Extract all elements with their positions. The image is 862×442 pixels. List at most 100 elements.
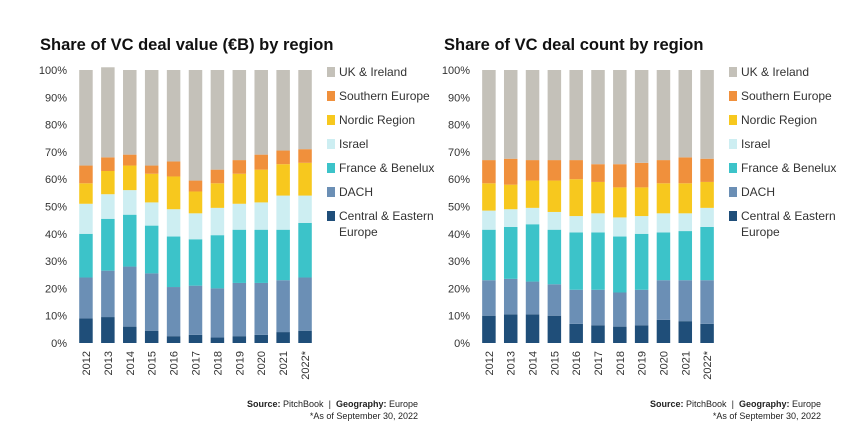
legend-swatch [327, 211, 335, 221]
bar-segment-nordic-region [634, 187, 649, 217]
bar-segment-uk-and-ireland [166, 70, 181, 162]
bar-segment-uk-and-ireland [547, 70, 562, 161]
bar-segment-uk-and-ireland [210, 70, 225, 170]
bar-segment-central-and-eastern-europe [613, 326, 627, 343]
legend-label: France & Benelux [741, 161, 837, 175]
legend-swatch [327, 187, 335, 197]
legend-label: Central & Eastern Europe [339, 209, 434, 239]
bar-segment-southern-europe [591, 164, 605, 182]
bar-segment-nordic-region [123, 165, 137, 191]
bar-segment-france-and-benelux [232, 229, 247, 283]
bar-segment-france-and-benelux [210, 235, 225, 289]
bar-segment-dach [700, 280, 714, 324]
bar-segment-uk-and-ireland [254, 70, 268, 155]
bar-segment-dach [144, 273, 159, 331]
x-tick-label: 2013 [506, 351, 518, 375]
bar-segment-central-and-eastern-europe [634, 325, 649, 343]
legend-label: France & Benelux [339, 161, 435, 175]
bar-segment-southern-europe [613, 164, 627, 188]
bar-segment-uk-and-ireland [276, 70, 290, 151]
bar-segment-france-and-benelux [591, 232, 605, 290]
bar-segment-central-and-eastern-europe [482, 315, 496, 343]
bar-segment-israel [700, 207, 714, 227]
bar-segment-central-and-eastern-europe [298, 330, 312, 343]
bar-segment-france-and-benelux [678, 231, 693, 281]
bar-segment-nordic-region [613, 187, 627, 218]
bar-segment-uk-and-ireland [503, 70, 518, 159]
y-tick-label: 10% [448, 311, 470, 323]
source-footer: Source: PitchBook | Geography: Europe *A… [18, 398, 418, 422]
bar-segment-france-and-benelux [79, 233, 93, 278]
geography-value: Europe [388, 399, 418, 409]
bar-segment-nordic-region [254, 169, 268, 203]
bar-segment-southern-europe [232, 160, 247, 174]
bar-segment-france-and-benelux [254, 229, 268, 283]
bar-segment-uk-and-ireland [569, 70, 583, 161]
legend-label: DACH [339, 185, 374, 199]
y-tick-label: 40% [448, 229, 470, 241]
legend-swatch [327, 115, 335, 125]
x-tick-label: 2017 [191, 351, 203, 375]
legend-label: DACH [741, 185, 776, 199]
bar-segment-israel [547, 211, 562, 230]
legend-swatch [327, 163, 335, 173]
bar-segment-france-and-benelux [569, 232, 583, 290]
bar-segment-france-and-benelux [482, 229, 496, 281]
x-tick-label: 2022* [702, 350, 714, 379]
bar-segment-uk-and-ireland [591, 70, 605, 165]
bar-segment-israel [232, 203, 247, 230]
x-tick-label: 2015 [147, 351, 159, 375]
y-tick-label: 30% [448, 256, 470, 268]
y-tick-label: 20% [448, 283, 470, 295]
bar-segment-israel [613, 217, 627, 237]
x-tick-label: 2022* [300, 350, 312, 379]
y-tick-label: 80% [45, 120, 67, 132]
bar-segment-central-and-eastern-europe [678, 321, 693, 343]
bar-segment-central-and-eastern-europe [79, 318, 93, 343]
bar-segment-southern-europe [79, 165, 93, 184]
y-tick-label: 60% [448, 174, 470, 186]
source-line: Source: PitchBook | Geography: Europe [421, 398, 821, 410]
bar-segment-dach [166, 287, 181, 337]
bar-segment-israel [254, 202, 268, 230]
bar-segment-southern-europe [210, 169, 225, 184]
bar-segment-nordic-region [166, 176, 181, 210]
x-tick-label: 2014 [528, 351, 540, 375]
bar-segment-dach [254, 282, 268, 335]
bar-segment-southern-europe [254, 154, 268, 170]
bar-segment-israel [656, 213, 671, 233]
bar-segment-uk-and-ireland [656, 70, 671, 161]
as-of-note: *As of September 30, 2022 [712, 411, 821, 421]
bar-segment-dach [613, 292, 627, 327]
legend-label: UK & Ireland [741, 65, 810, 79]
bar-segment-central-and-eastern-europe [276, 332, 290, 343]
bar-segment-central-and-eastern-europe [232, 336, 247, 343]
y-tick-label: 10% [45, 311, 67, 323]
bar-segment-israel [482, 210, 496, 230]
bar-segment-france-and-benelux [276, 229, 290, 281]
bar-segment-southern-europe [656, 160, 671, 184]
y-tick-label: 90% [45, 92, 67, 104]
bar-segment-central-and-eastern-europe [166, 336, 181, 343]
bar-segment-dach [678, 280, 693, 322]
legend-swatch [729, 67, 737, 77]
bar-segment-southern-europe [101, 157, 115, 172]
bar-segment-israel [569, 216, 583, 233]
bar-segment-dach [591, 289, 605, 326]
bar-segment-southern-europe [276, 150, 290, 165]
bar-segment-israel [79, 203, 93, 234]
bar-segment-southern-europe [298, 149, 312, 163]
bar-segment-nordic-region [503, 184, 518, 210]
y-tick-label: 100% [39, 65, 67, 77]
legend-label: Israel [339, 137, 369, 151]
bar-segment-israel [144, 202, 159, 226]
bar-segment-dach [634, 289, 649, 326]
bar-segment-uk-and-ireland [123, 70, 137, 155]
deal-value-chart-panel: Share of VC deal value (€B) by region 0%… [0, 0, 435, 442]
bar-segment-uk-and-ireland [298, 70, 312, 150]
as-of-note: *As of September 30, 2022 [309, 411, 418, 421]
x-tick-label: 2017 [593, 351, 605, 375]
y-tick-label: 40% [45, 229, 67, 241]
separator: | [326, 399, 334, 409]
bar-segment-israel [503, 209, 518, 227]
